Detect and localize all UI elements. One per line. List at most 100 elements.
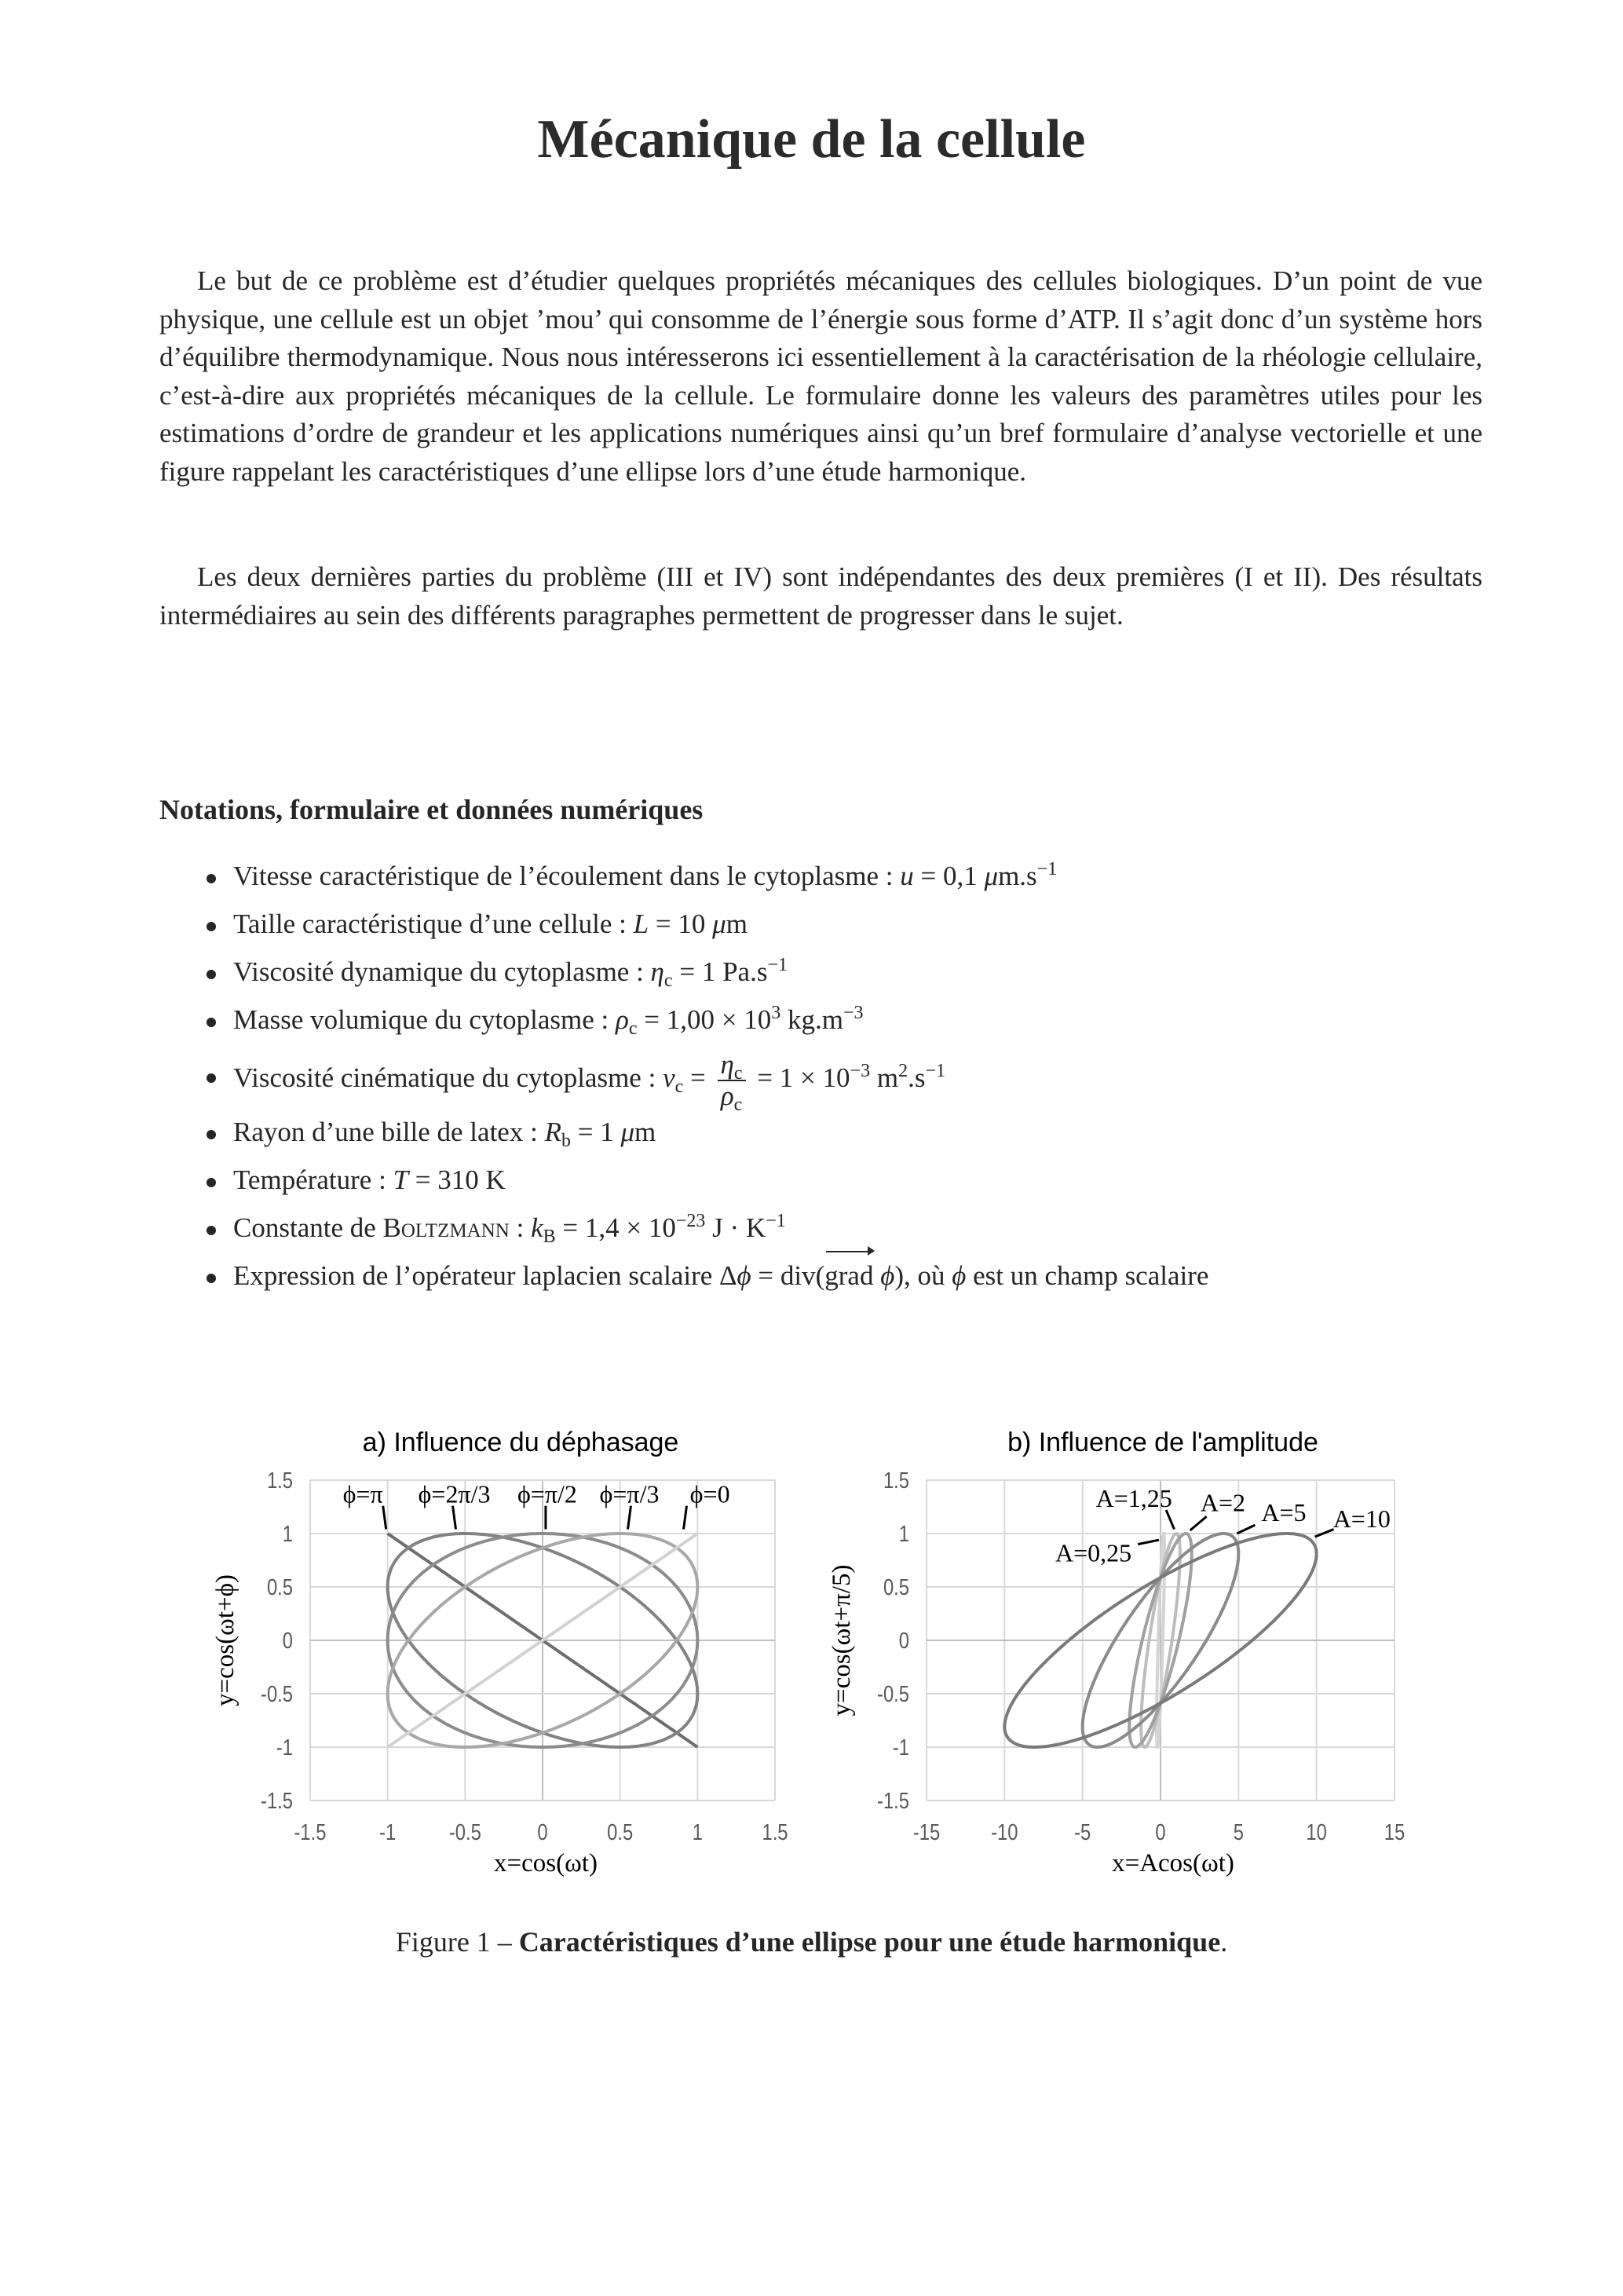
x-tick-label: 15 [1384,1819,1405,1845]
series-label: A=10 [1333,1504,1391,1533]
series-curve [1155,1532,1166,1749]
text-segment: .s [908,1062,926,1093]
text-segment: = [683,1062,713,1093]
list-item: Vitesse caractéristique de l’écoulement … [198,854,1208,902]
annotation-leader [1137,1538,1160,1546]
text-segment: = 310 K [408,1164,506,1195]
y-tick-label: 0 [899,1628,909,1654]
list-item: Masse volumique du cytoplasme : ρc = 1,0… [198,998,1208,1046]
text-segment: = 1,4 × 10 [555,1212,676,1243]
bullet-icon [207,1225,216,1235]
text-segment: −1 [1036,859,1058,879]
text-segment [873,1260,880,1291]
x-tick-label: -0.5 [449,1819,481,1845]
text-segment: −3 [843,1003,864,1023]
series-label: A=0,25 [1055,1538,1131,1567]
math-symbol: T [393,1164,409,1195]
y-tick-label: 1 [899,1521,909,1547]
text-segment: Viscosité cinématique du cytoplasme : [233,1062,663,1093]
series-label: A=5 [1261,1498,1306,1526]
math-symbol: μ [620,1117,635,1147]
x-tick-label: 1 [693,1819,703,1845]
text-segment: Vitesse caractéristique de l’écoulement … [233,861,901,891]
series-curve [1003,1532,1318,1749]
series-label: ϕ=π/2 [517,1480,577,1508]
bullet-icon [207,873,216,883]
text-segment: kg.m [780,1004,843,1035]
x-tick-label: -1.5 [294,1819,327,1845]
series-curve [1080,1532,1241,1749]
x-tick-label: -5 [1074,1819,1091,1845]
chart-title: b) Influence de l'amplitude [1007,1428,1318,1457]
text-segment: Température : [233,1164,393,1195]
list-item: Rayon d’une bille de latex : Rb = 1 μm [198,1110,1208,1158]
math-symbol: ϕ [952,1260,967,1291]
data-list: Vitesse caractéristique de l’écoulement … [198,854,1208,1302]
series-label: ϕ=π/3 [600,1480,660,1508]
text-segment: −23 [675,1211,706,1231]
annotation-leader [1164,1509,1175,1530]
x-tick-label: 0.5 [607,1819,633,1845]
text-segment: = 1 Pa.s [672,956,768,987]
text-segment: −1 [767,955,788,975]
bullet-icon [207,921,216,931]
numerator: η [720,1048,734,1080]
text-segment: = 1 × 10 [750,1062,850,1093]
list-item: Viscosité dynamique du cytoplasme : ηc =… [198,950,1208,998]
text-segment: −1 [766,1211,786,1231]
text-segment: J · K [705,1212,766,1243]
math-symbol: L [633,909,649,939]
fraction: ηc ρc [717,1048,746,1114]
math-symbol: ϕ [880,1260,895,1291]
text-segment: 3 [771,1003,781,1023]
text-segment: 2 [898,1061,908,1081]
y-tick-label: 1 [283,1521,293,1547]
text-segment: b [561,1131,571,1151]
x-tick-label: 1.5 [762,1819,788,1845]
y-tick-label: -1 [276,1735,293,1760]
x-tick-label: -1 [379,1819,396,1845]
series-label: ϕ=2π/3 [419,1480,491,1508]
y-tick-label: 0.5 [883,1574,909,1600]
text-segment: = 1,00 × 10 [637,1004,772,1035]
x-tick-label: -15 [913,1819,940,1845]
y-tick-label: 0.5 [267,1574,293,1600]
text-segment: Constante de [233,1212,383,1243]
annotation-leader [1189,1515,1208,1532]
series-label: ϕ=0 [690,1480,730,1508]
bullet-icon [207,1177,216,1187]
x-axis-label: x=cos(ωt) [494,1849,598,1877]
text-segment: = 1 [570,1117,621,1147]
text-segment: ), où [894,1260,952,1291]
list-item: Viscosité cinématique du cytoplasme : νc… [198,1046,1208,1114]
math-symbol: ν [663,1062,675,1093]
series-label: A=1,25 [1096,1484,1172,1512]
text-segment: = 0,1 [913,861,985,891]
text-segment: c [663,971,673,991]
y-tick-label: -0.5 [877,1681,909,1707]
text-segment: = 10 [649,909,713,939]
y-axis-label: y=cos(ωt+ϕ) [211,1574,239,1706]
text-segment: m.s [998,861,1037,891]
y-tick-label: -1.5 [261,1788,293,1814]
section-heading: Notations, formulaire et données numériq… [159,794,704,825]
bullet-icon [207,969,216,979]
figure-caption: Figure 1 – Caractéristiques d’une ellips… [0,1925,1623,1958]
chart-b: -15 -10 -5 0 5 10 15 1.5 1 0.5 0 -0.5 -1 -1.5 A=0,25 A=… [828,1428,1405,1877]
list-item: Constante de Boltzmann : kB = 1,4 × 10−2… [198,1206,1208,1254]
chart-title: a) Influence du déphasage [363,1428,679,1457]
series-label: A=2 [1201,1489,1245,1517]
bullet-icon [207,1129,216,1139]
x-tick-label: 0 [1155,1819,1165,1845]
math-symbol: η [650,956,664,987]
text-segment: est un champ scalaire [966,1260,1209,1291]
math-symbol: ϕ [737,1260,751,1291]
x-tick-label: 0 [537,1819,547,1845]
math-symbol: μ [984,861,999,891]
text-segment: : [509,1212,532,1243]
annotation-leader [1314,1528,1335,1538]
text-segment: c [674,1077,684,1097]
y-tick-label: -0.5 [261,1681,293,1707]
series-label: ϕ=π [343,1480,383,1508]
grad-vector: grad [824,1246,875,1298]
